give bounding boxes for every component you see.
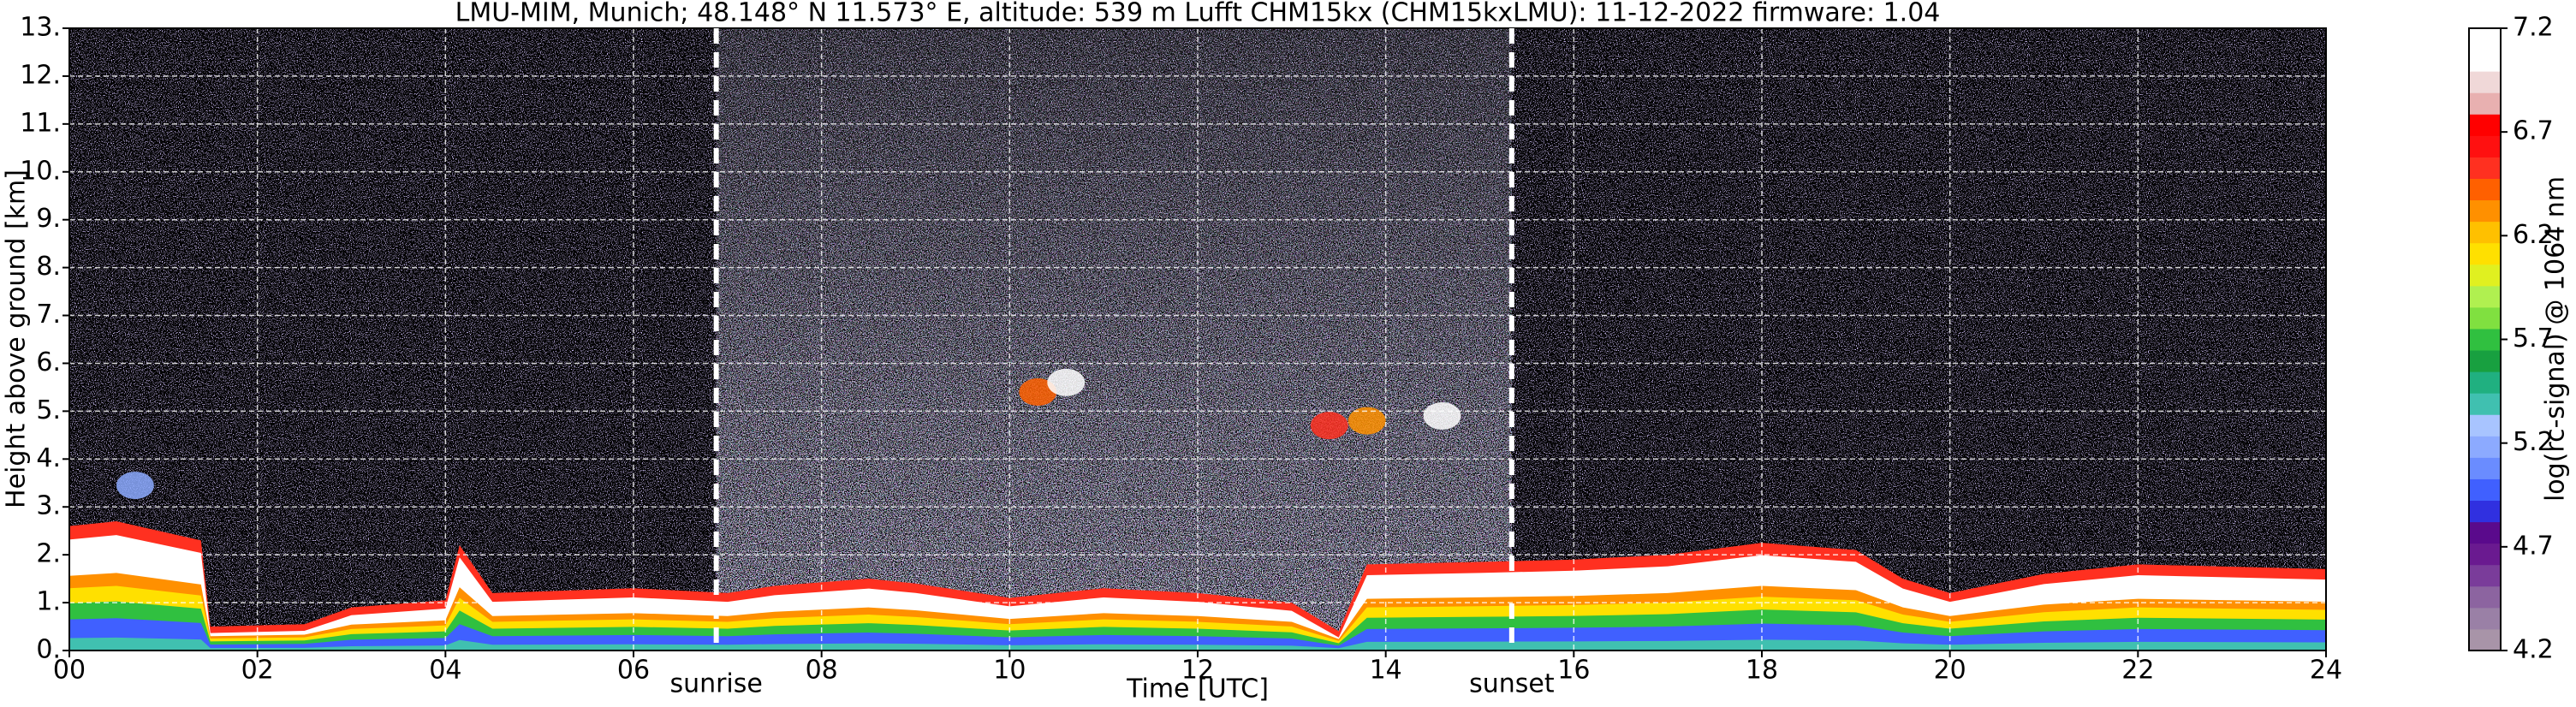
x-tick-label: 04	[429, 656, 461, 686]
y-tick-label: 5.	[36, 395, 61, 425]
y-tick-label: 7.	[36, 300, 61, 330]
colorbar-segment	[2469, 350, 2501, 372]
x-tick-label: 08	[806, 656, 838, 686]
y-tick-label: 8.	[36, 252, 61, 282]
y-tick-label: 10.	[20, 156, 61, 186]
colorbar-segment	[2469, 285, 2501, 308]
colorbar-tick-label: 6.7	[2513, 116, 2554, 146]
colorbar-segment	[2469, 157, 2501, 179]
colorbar-segment	[2469, 306, 2501, 330]
plot-frame	[68, 27, 2327, 651]
x-tick-label: 00	[53, 656, 86, 686]
colorbar-segment	[2469, 28, 2501, 50]
day-noise	[716, 28, 1512, 651]
x-tick-label: 18	[1746, 656, 1778, 686]
cloud-feature	[1347, 407, 1386, 435]
annotation-label: sunset	[1469, 669, 1555, 699]
cloud-feature	[1423, 401, 1461, 430]
colorbar-segment	[2469, 328, 2501, 351]
y-tick-label: 0.	[36, 635, 61, 665]
colorbar-segment	[2469, 436, 2501, 458]
colorbar-segment	[2469, 178, 2501, 201]
cloud-feature	[1310, 412, 1348, 440]
y-tick-label: 9.	[36, 204, 61, 234]
colorbar-segment	[2469, 221, 2501, 244]
colorbar-segment	[2469, 135, 2501, 157]
colorbar-segment	[2469, 50, 2501, 72]
colorbar-segment	[2469, 371, 2501, 394]
colorbar-segment	[2469, 607, 2501, 630]
x-tick-label: 20	[1934, 656, 1966, 686]
colorbar-segment	[2469, 71, 2501, 93]
cloud-feature	[116, 472, 154, 500]
colorbar-segment	[2469, 521, 2501, 544]
colorbar-segment	[2469, 585, 2501, 609]
cloud-feature	[1019, 378, 1057, 407]
y-tick-label: 13.	[20, 13, 61, 43]
y-axis-label: Height above ground [km]	[2, 169, 32, 508]
colorbar-segment	[2469, 393, 2501, 415]
colorbar-tick-label: 5.2	[2513, 427, 2554, 457]
colorbar-segment	[2469, 543, 2501, 566]
y-tick-label: 4.	[36, 443, 61, 473]
colorbar-tick-label: 4.7	[2513, 531, 2554, 561]
colorbar-segment	[2469, 478, 2501, 502]
x-tick-label: 14	[1370, 656, 1402, 686]
colorbar-segment	[2469, 628, 2501, 651]
colorbar-segment	[2469, 457, 2501, 479]
colorbar-segment	[2469, 264, 2501, 287]
colorbar-segment	[2469, 564, 2501, 587]
colorbar-segment	[2469, 114, 2501, 136]
y-tick-label: 12.	[20, 60, 61, 90]
x-tick-label: 16	[1557, 656, 1590, 686]
y-tick-label: 6.	[36, 348, 61, 377]
colorbar-segment	[2469, 414, 2501, 437]
x-tick-label: 12	[1181, 656, 1214, 686]
colorbar-segment	[2469, 500, 2501, 523]
x-tick-label: 10	[993, 656, 1026, 686]
annotation-label: sunrise	[669, 669, 762, 699]
colorbar-tick-label: 7.2	[2513, 13, 2554, 43]
colorbar-tick-label: 6.2	[2513, 220, 2554, 250]
colorbar-tick-label: 4.2	[2513, 635, 2554, 665]
cloud-feature	[1047, 368, 1086, 396]
chart-title: LMU-MIM, Munich; 48.148° N 11.573° E, al…	[455, 0, 1941, 28]
y-tick-label: 3.	[36, 491, 61, 521]
y-tick-label: 2.	[36, 539, 61, 569]
colorbar-tick-label: 5.7	[2513, 324, 2554, 354]
x-axis-label: Time [UTC]	[1126, 674, 1269, 704]
y-tick-label: 1.	[36, 587, 61, 617]
x-tick-label: 24	[2310, 656, 2342, 686]
colorbar-label: log(rc-signal) @ 1064 nm	[2541, 176, 2571, 502]
colorbar-segment	[2469, 92, 2501, 115]
x-tick-label: 02	[241, 656, 274, 686]
y-tick-label: 11.	[20, 108, 61, 138]
x-tick-label: 06	[617, 656, 650, 686]
x-tick-label: 22	[2121, 656, 2154, 686]
colorbar-segment	[2469, 199, 2501, 223]
colorbar-segment	[2469, 242, 2501, 265]
